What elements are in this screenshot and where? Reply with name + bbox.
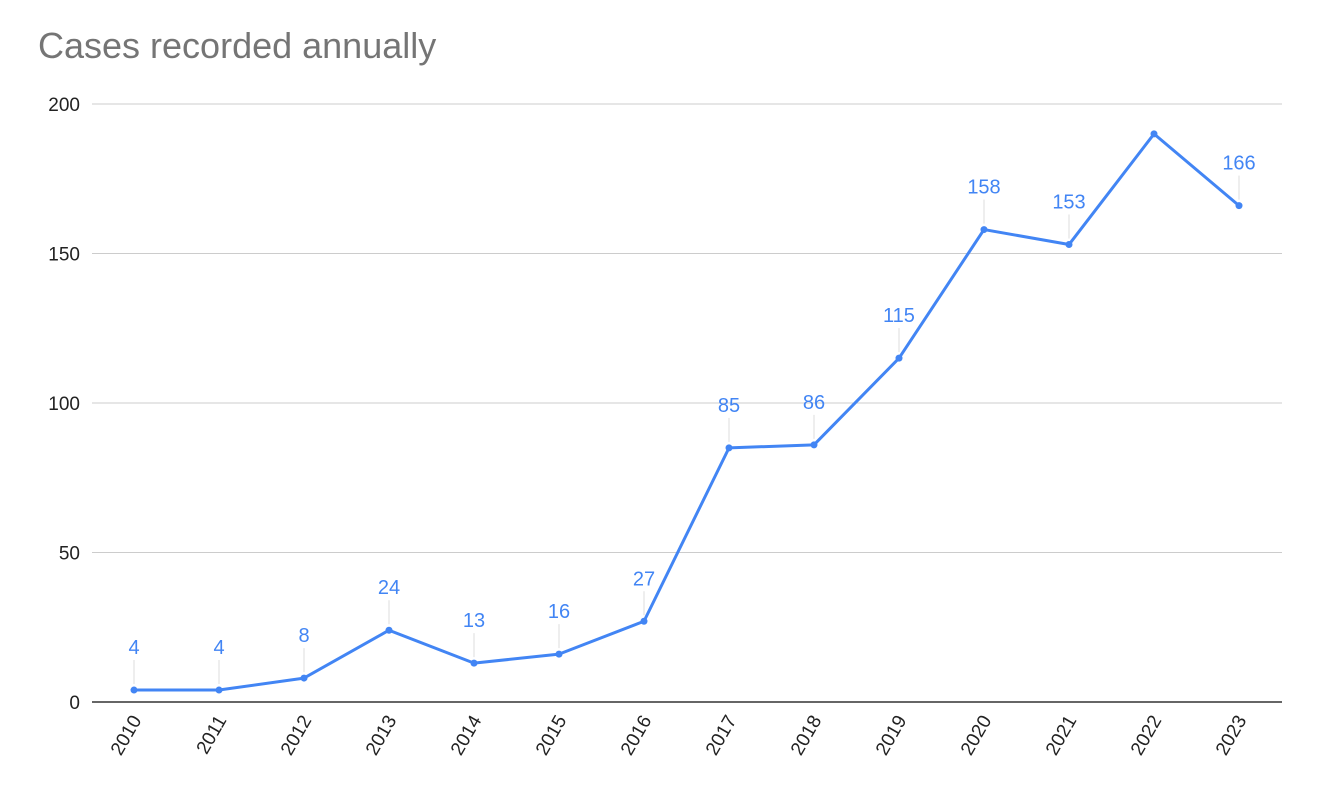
y-tick-label: 200 (48, 95, 80, 116)
data-labels: 4 4 8 24 13 16 27 85 86 115 158 153 166 (128, 153, 1255, 659)
x-tick-label: 2016 (617, 712, 656, 759)
x-tick-label: 2010 (107, 712, 146, 759)
data-label: 86 (803, 392, 825, 414)
x-tick-label: 2012 (277, 712, 316, 759)
x-tick-label: 2013 (362, 712, 401, 759)
data-point (130, 686, 138, 694)
data-point (1235, 202, 1243, 210)
data-label: 16 (548, 601, 570, 623)
data-point (1065, 241, 1073, 249)
y-tick-label: 0 (69, 693, 80, 714)
data-point (725, 444, 733, 452)
x-tick-label: 2022 (1127, 712, 1166, 759)
data-label: 4 (213, 637, 224, 659)
data-point (300, 674, 308, 682)
data-points (130, 130, 1243, 694)
data-point (980, 226, 988, 234)
label-leaders (133, 175, 1240, 685)
data-label: 8 (298, 625, 309, 647)
x-tick-label: 2019 (872, 712, 911, 759)
data-label: 24 (378, 577, 400, 599)
data-point (555, 650, 563, 658)
y-tick-label: 50 (59, 544, 80, 565)
x-tick-label: 2021 (1042, 712, 1081, 759)
y-axis-ticks: 0 50 100 150 200 (48, 95, 80, 714)
data-label: 27 (633, 568, 655, 590)
data-point (215, 686, 223, 694)
chart-title: Cases recorded annually (38, 25, 436, 66)
data-label: 4 (128, 637, 139, 659)
series-line (132, 132, 1241, 692)
data-point (810, 441, 818, 449)
x-axis-ticks: 2010 2011 2012 2013 2014 2015 2016 2017 2018 2019… (107, 712, 1251, 759)
data-point (385, 626, 393, 634)
x-tick-label: 2011 (193, 712, 232, 758)
data-point (895, 354, 903, 362)
x-tick-label: 2018 (787, 712, 826, 759)
x-tick-label: 2017 (702, 712, 741, 759)
y-tick-label: 150 (48, 245, 80, 266)
data-point (640, 617, 648, 625)
gridlines (92, 103, 1282, 703)
series-layer (132, 132, 1241, 692)
data-point (470, 659, 478, 667)
data-label: 153 (1052, 192, 1085, 214)
x-tick-label: 2023 (1212, 712, 1251, 759)
data-label: 158 (967, 177, 1000, 199)
data-point (1150, 130, 1158, 138)
data-label: 115 (883, 305, 915, 327)
y-tick-label: 100 (48, 394, 80, 415)
x-tick-label: 2020 (957, 712, 996, 759)
x-tick-label: 2014 (447, 712, 487, 759)
data-label: 166 (1222, 153, 1255, 175)
x-tick-label: 2015 (532, 712, 571, 759)
data-label: 13 (463, 610, 485, 632)
data-label: 85 (718, 395, 740, 417)
